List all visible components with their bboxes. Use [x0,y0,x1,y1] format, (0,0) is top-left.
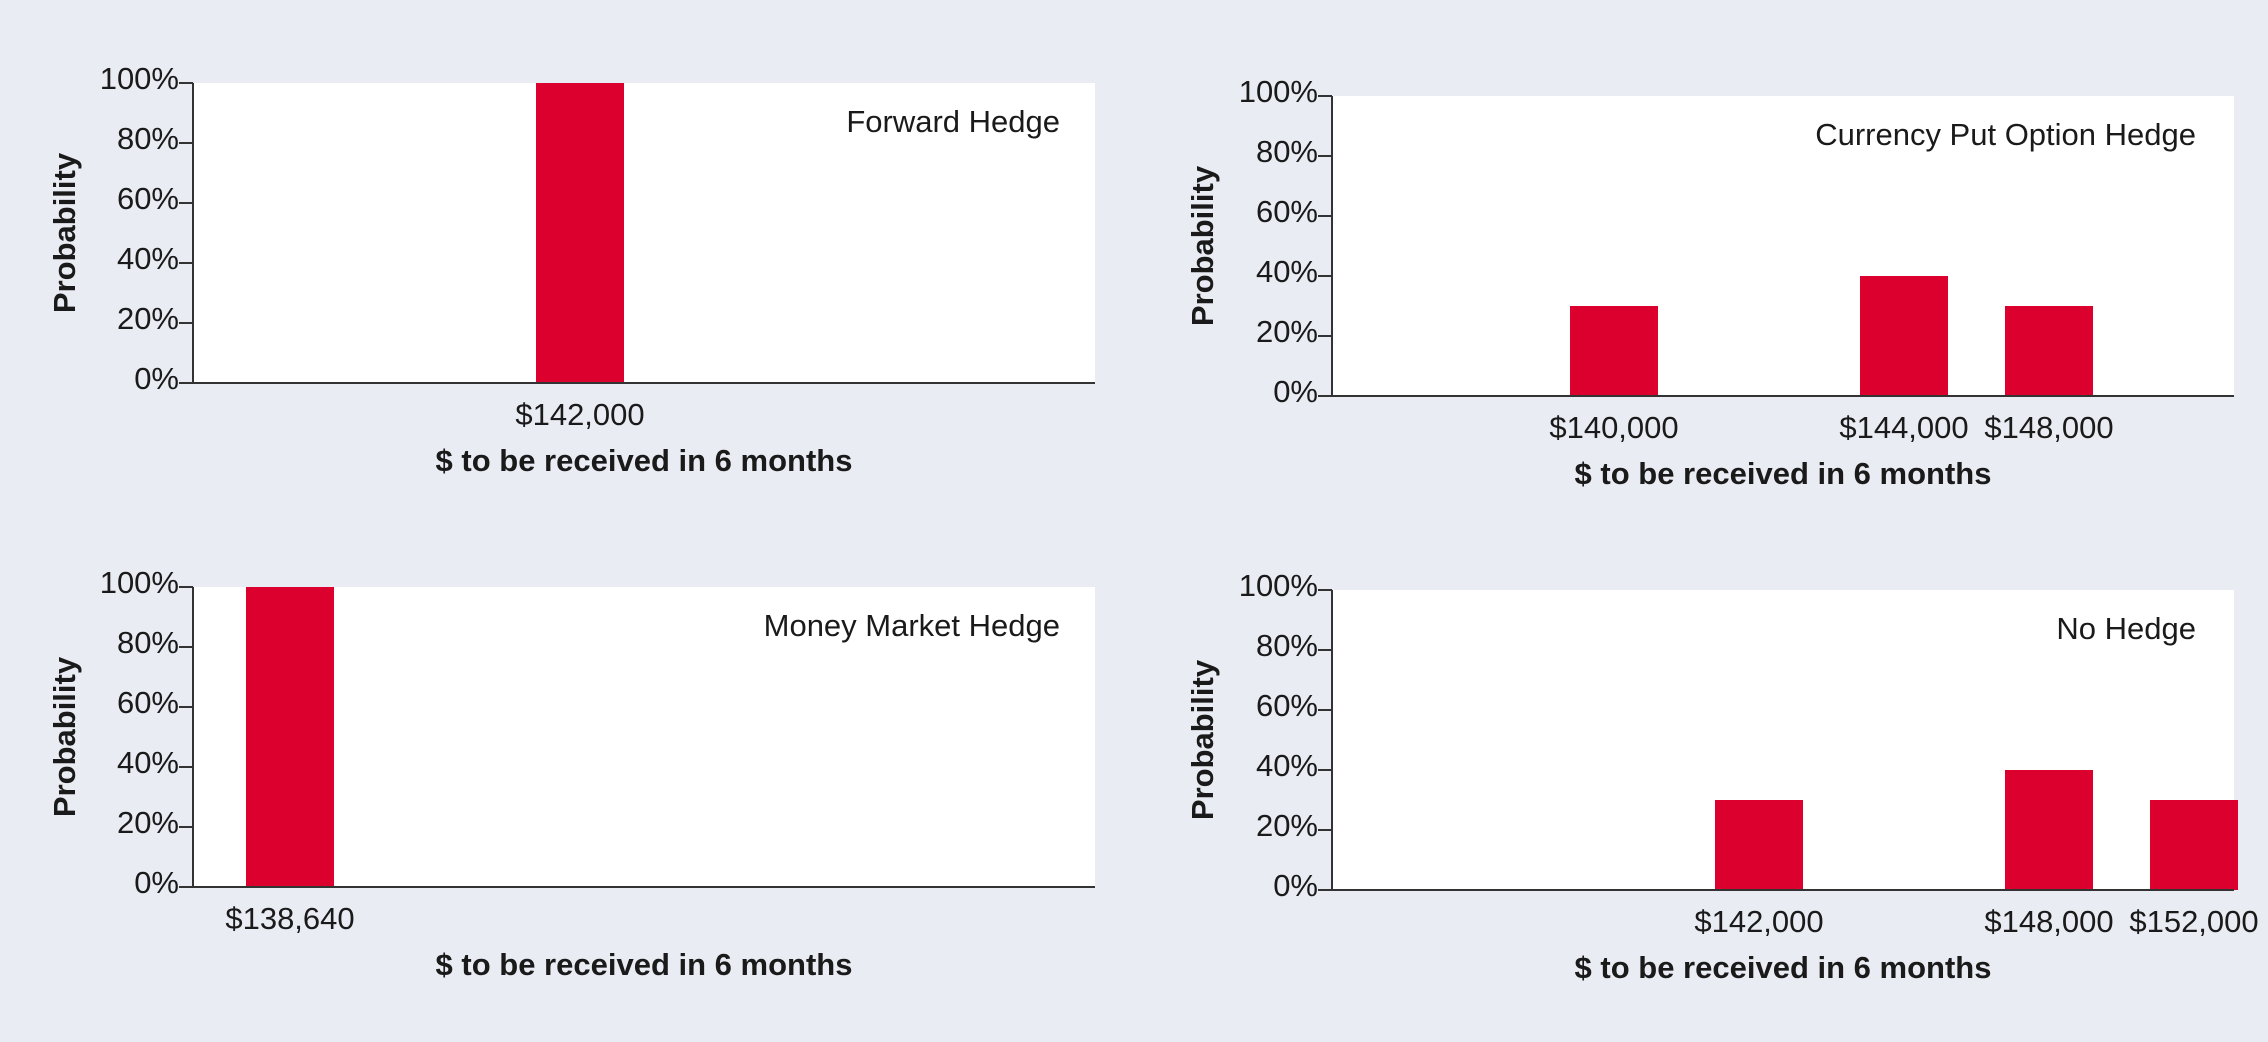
panel-title: Forward Hedge [846,104,1060,139]
x-tick-label: $152,000 [2129,904,2258,939]
bar [1570,306,1658,396]
plot-area [193,83,1095,383]
x-axis-title: $ to be received in 6 months [1575,950,1992,985]
chart-panel-1: 0% 20% 40% 60% 80% 100% $142,000 $ to be receiv… [47,61,1095,478]
x-tick-label: $138,640 [225,901,354,936]
chart-panel-4: 0% 20% 40% 60% 80% 100% $142,000 $148,000 $152,0… [1185,568,2259,985]
y-tick-label: 0% [134,361,179,396]
bar [2005,306,2093,396]
y-tick-label: 80% [1256,628,1318,663]
panel-title: Money Market Hedge [764,608,1060,643]
chart-panel-3: 0% 20% 40% 60% 80% 100% $138,640 $ to be receiv… [47,565,1095,982]
panel-title: No Hedge [2056,611,2196,646]
y-tick-label: 100% [1239,74,1318,109]
y-tick-label: 80% [117,121,179,156]
x-axis-title: $ to be received in 6 months [436,443,853,478]
x-axis-title: $ to be received in 6 months [436,947,853,982]
bar [2150,800,2238,890]
y-tick-label: 40% [117,745,179,780]
y-tick-label: 20% [117,805,179,840]
y-tick-label: 0% [1273,374,1318,409]
y-tick-label: 0% [1273,868,1318,903]
y-tick-label: 60% [117,685,179,720]
x-tick-label: $142,000 [515,397,644,432]
y-tick-label: 40% [117,241,179,276]
x-tick-label: $148,000 [1984,904,2113,939]
y-tick-label: 40% [1256,254,1318,289]
bar [1860,276,1948,396]
bar [536,83,624,383]
y-tick-label: 100% [100,565,179,600]
y-tick-label: 60% [117,181,179,216]
y-tick-label: 40% [1256,748,1318,783]
y-tick-label: 100% [1239,568,1318,603]
x-tick-label: $142,000 [1694,904,1823,939]
y-axis-title: Probability [47,152,82,313]
y-tick-label: 60% [1256,194,1318,229]
x-tick-label: $140,000 [1549,410,1678,445]
chart-panel-2: 0% 20% 40% 60% 80% 100% $140,000 $144,000 $148,0… [1185,74,2234,491]
y-axis-title: Probability [47,656,82,817]
y-tick-label: 0% [134,865,179,900]
y-tick-label: 80% [1256,134,1318,169]
y-tick-label: 20% [1256,808,1318,843]
y-tick-label: 20% [1256,314,1318,349]
x-tick-label: $144,000 [1839,410,1968,445]
y-tick-label: 60% [1256,688,1318,723]
y-axis-title: Probability [1185,659,1220,820]
panel-title: Currency Put Option Hedge [1815,117,2196,152]
y-tick-label: 100% [100,61,179,96]
bar [246,587,334,887]
chart-panels: 0% 20% 40% 60% 80% 100% $142,000 $ to be receiv… [47,61,2259,985]
bar [1715,800,1803,890]
y-axis-title: Probability [1185,165,1220,326]
y-tick-label: 80% [117,625,179,660]
x-axis-title: $ to be received in 6 months [1575,456,1992,491]
bar [2005,770,2093,890]
plot-area [193,587,1095,887]
x-tick-label: $148,000 [1984,410,2113,445]
y-tick-label: 20% [117,301,179,336]
